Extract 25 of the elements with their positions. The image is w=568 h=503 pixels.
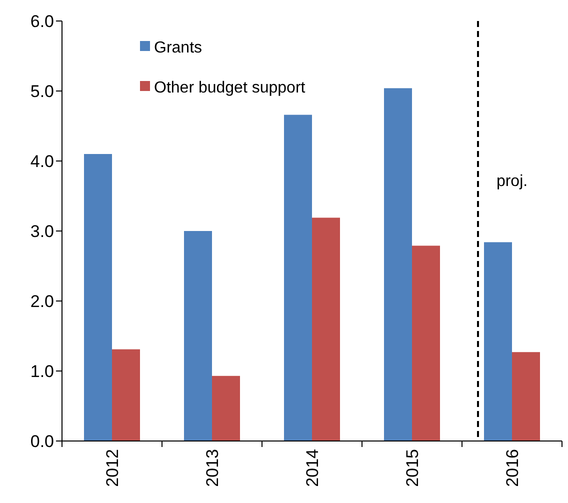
x-tick-label: 2015 [403, 449, 422, 487]
legend-label: Grants [154, 40, 202, 57]
y-tick-label: 0.0 [30, 432, 54, 451]
x-tick-label: 2016 [503, 449, 522, 487]
bar [312, 218, 340, 441]
x-tick-label: 2014 [303, 449, 322, 487]
bar [84, 154, 112, 441]
annotation: proj. [496, 173, 528, 190]
y-tick-label: 3.0 [30, 222, 54, 241]
y-tick-label: 4.0 [30, 152, 54, 171]
bar [512, 352, 540, 441]
x-tick-label: 2013 [203, 449, 222, 487]
y-tick-label: 6.0 [30, 12, 54, 31]
bar [484, 242, 512, 441]
bar [184, 231, 212, 441]
bar [384, 88, 412, 441]
y-tick-label: 1.0 [30, 362, 54, 381]
x-tick-label: 2012 [103, 449, 122, 487]
legend-label: Other budget support [154, 80, 306, 97]
bar [212, 376, 240, 441]
y-tick-label: 2.0 [30, 292, 54, 311]
bar [284, 114, 312, 441]
bar [412, 246, 440, 441]
bar [112, 349, 140, 441]
y-tick-label: 5.0 [30, 82, 54, 101]
